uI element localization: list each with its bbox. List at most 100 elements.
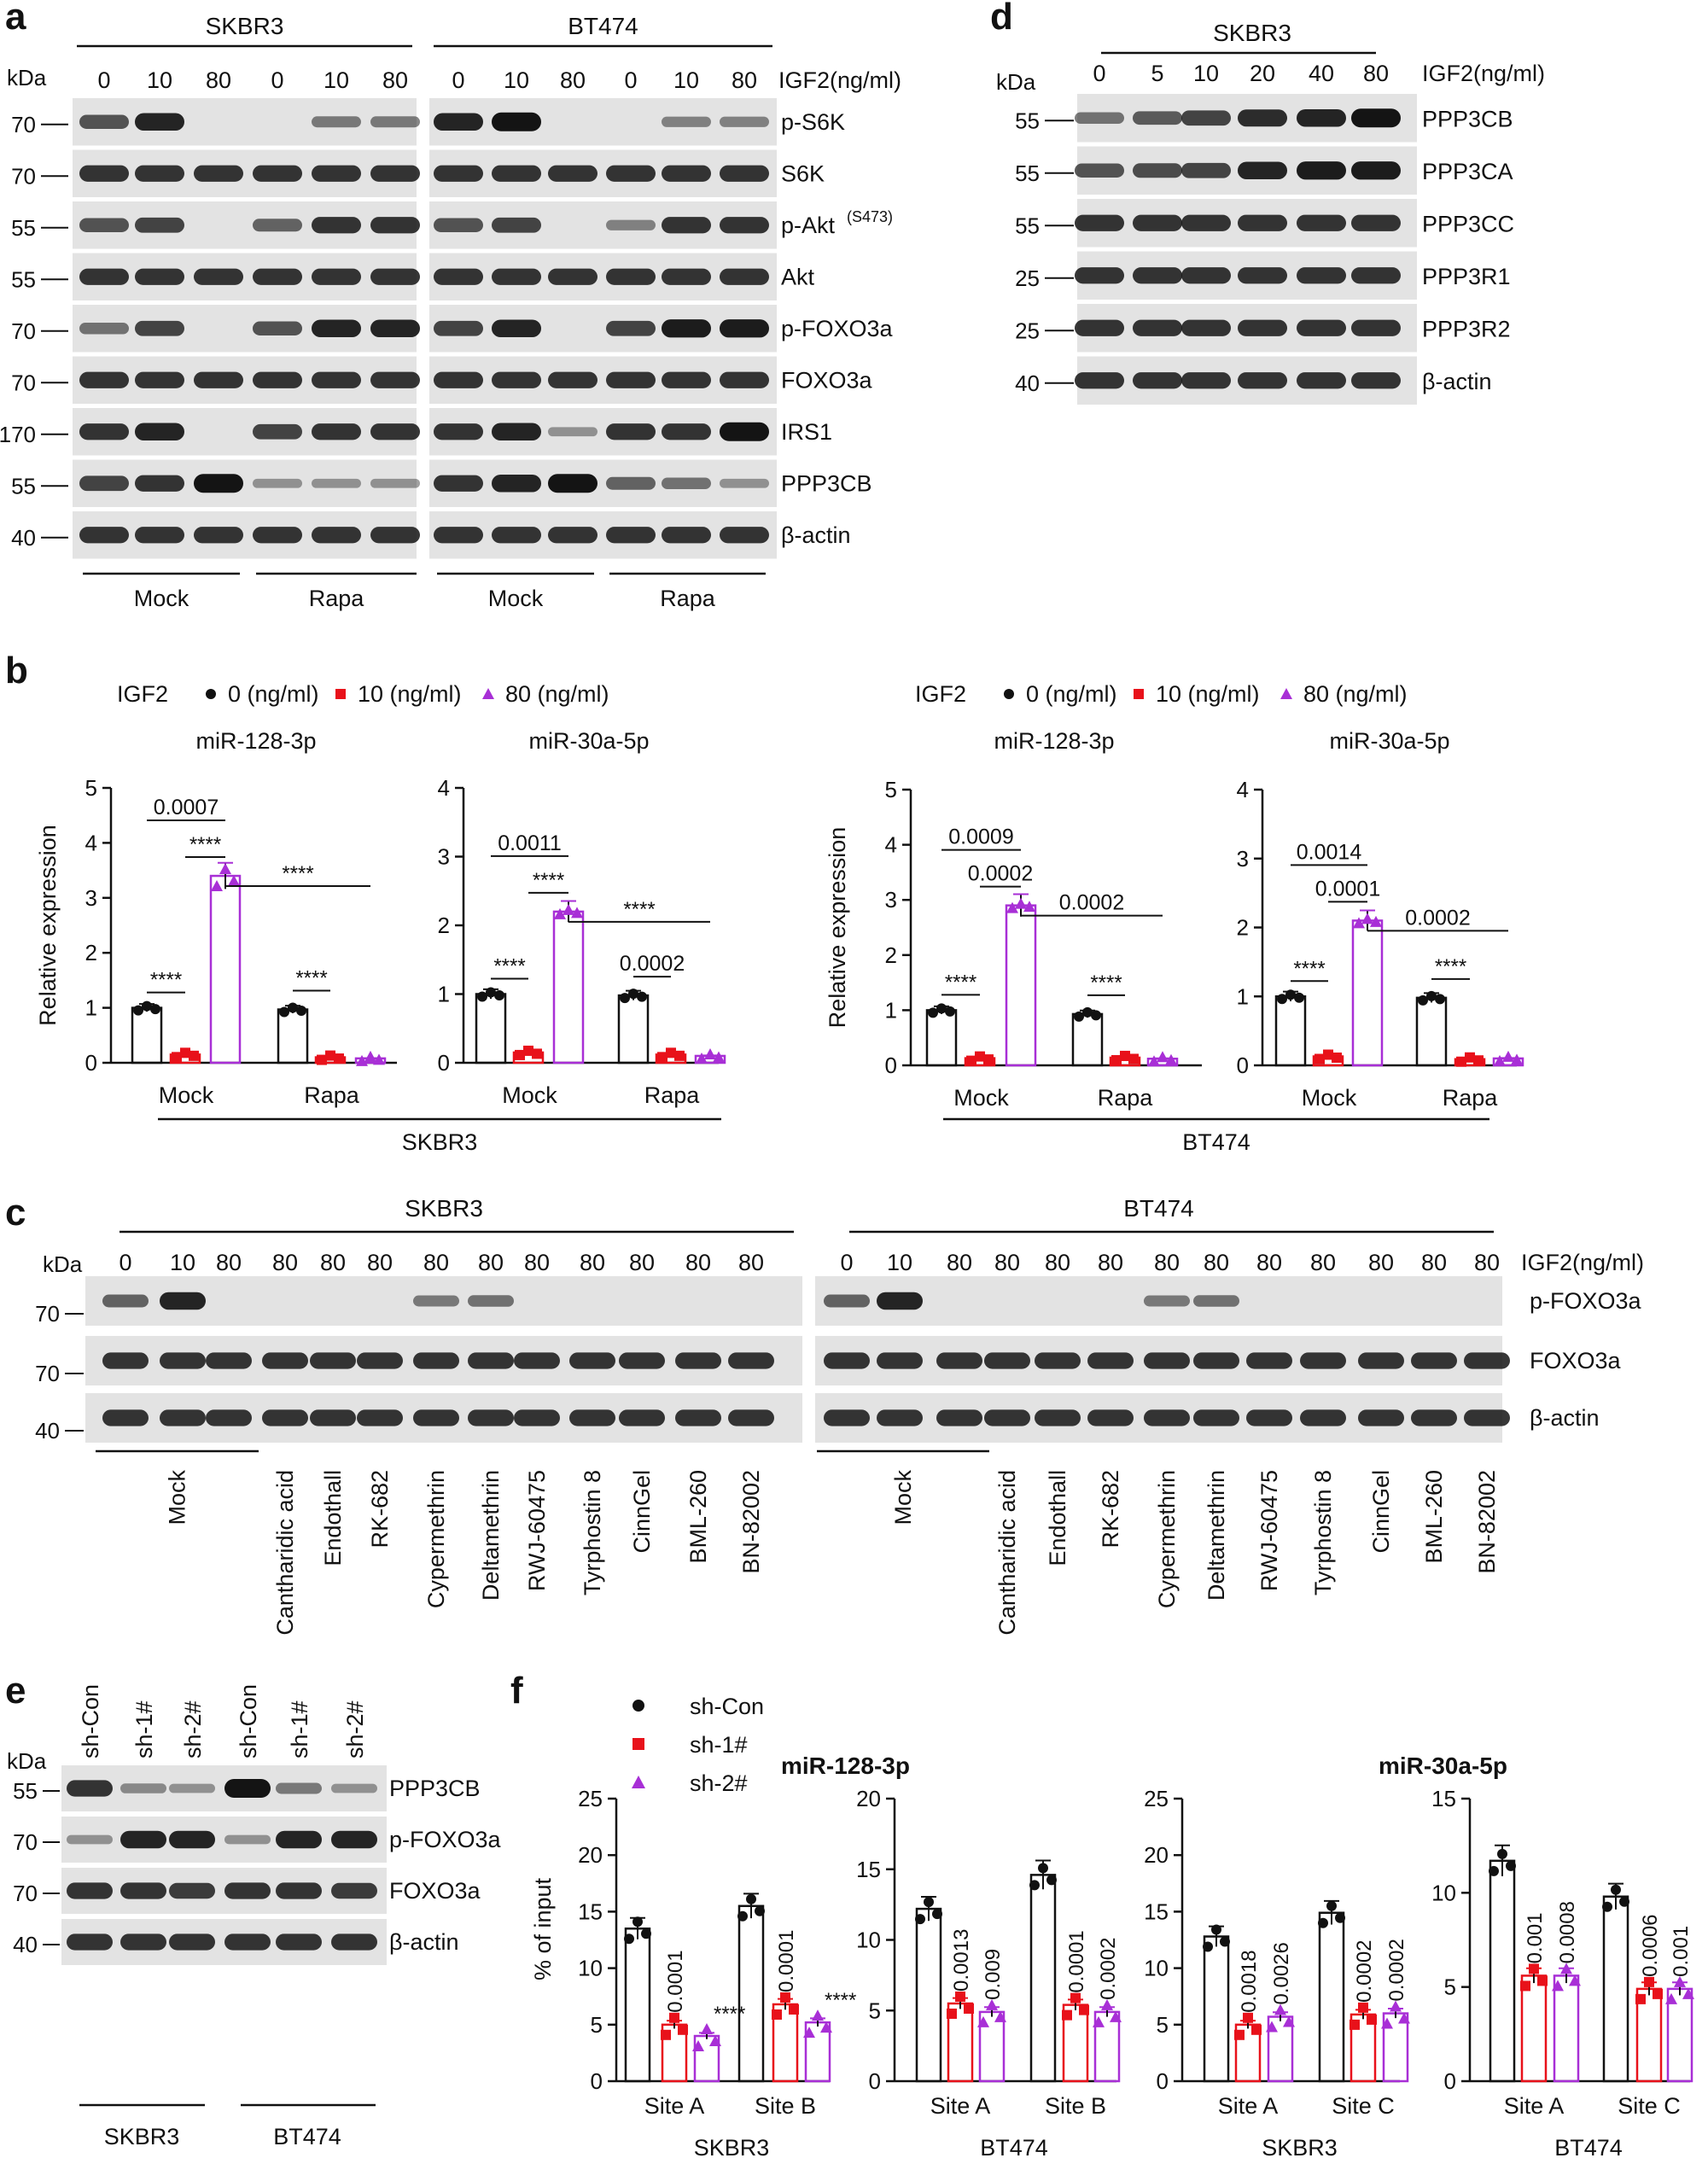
panel-b-chart-3-group-1: Rapa xyxy=(1443,1085,1499,1111)
panel-c-treatment-1-9: BML-260 xyxy=(1421,1470,1447,1564)
panel-d-row-label-4: PPP3R2 xyxy=(1422,316,1511,341)
panel-b-chart-2-sig-text-0: 0.0009 xyxy=(948,825,1013,849)
panel-b-chart-1-dot-5-0 xyxy=(696,1052,708,1064)
panel-b-chart-3-sig-text-3: **** xyxy=(1293,957,1325,980)
panel-e-lane-4: sh-1# xyxy=(287,1700,312,1758)
panel-b-chart-3-group-0: Mock xyxy=(1302,1085,1357,1111)
panel-f-chart-2-dot-2-0 xyxy=(1266,2021,1278,2033)
panel-b-chart-0-group-0: Mock xyxy=(159,1082,214,1108)
panel-a-band-4-1-4 xyxy=(662,319,711,338)
panel-d-band-4-2 xyxy=(1181,319,1231,336)
panel-d-lane-4: 40 xyxy=(1309,61,1334,86)
panel-a-row-label-5: FOXO3a xyxy=(781,367,873,393)
panel-a-band-4-0-5 xyxy=(370,319,420,338)
panel-a-gel-1-1 xyxy=(429,149,777,197)
panel-a-band-5-1-1 xyxy=(492,371,541,388)
panel-a-band-2-0-0 xyxy=(79,218,129,232)
panel-b-chart-1-ytick-label-3: 3 xyxy=(438,844,450,870)
panel-a-mw-0: 70 xyxy=(11,112,36,137)
panel-c-treatment-0-8: CinnGel xyxy=(629,1470,655,1554)
panel-d-band-1-0 xyxy=(1075,163,1124,178)
panel-a-band-6-0-3 xyxy=(253,423,302,440)
panel-f-chart-3-dot-5-1 xyxy=(1674,1975,1686,1987)
panel-b-chart-2-ytick-label-3: 3 xyxy=(885,887,897,913)
panel-a-band-6-0-5 xyxy=(370,423,420,440)
panel-a-lane-1-1: 10 xyxy=(504,67,529,93)
panel-e-row-label-2: FOXO3a xyxy=(389,1878,481,1904)
panel-a-band-5-0-3 xyxy=(253,371,302,388)
panel-d-band-4-0 xyxy=(1075,319,1124,336)
panel-b-chart-2-ytick-label-5: 5 xyxy=(885,777,897,802)
panel-d-band-2-3 xyxy=(1238,214,1287,231)
panel-b-chart-2-dot-0-2 xyxy=(945,1006,955,1017)
panel-a-band-4-1-0 xyxy=(434,320,483,336)
panel-f-chart-1-dot-2-0 xyxy=(977,2015,989,2027)
panel-e-band-2-2 xyxy=(169,1882,215,1899)
panel-c-band-0-0-6 xyxy=(413,1295,459,1307)
panel-c-lane-1-11: 80 xyxy=(1421,1250,1447,1275)
panel-b-chart-3-dot-3-2 xyxy=(1435,994,1445,1005)
panel-b-chart-3-dot-3-1 xyxy=(1426,990,1437,1001)
panel-f-chart-2-pval-3: 0.0002 xyxy=(1385,1939,1408,2001)
panel-c-lane-1-6: 80 xyxy=(1154,1250,1180,1275)
panel-c-lane-1-10: 80 xyxy=(1368,1250,1394,1275)
panel-e-cell-1: BT474 xyxy=(273,2124,341,2149)
panel-b-chart-2-dot-2-2 xyxy=(1023,901,1035,913)
panel-f-chart-3-dot-0-1 xyxy=(1497,1848,1507,1859)
panel-e-lane-5: sh-2# xyxy=(342,1700,368,1758)
panel-b-chart-3-ytick-label-4: 4 xyxy=(1237,777,1249,802)
panel-a-band-0-1-1 xyxy=(492,112,541,131)
panel-b-chart-2-dot-2-0 xyxy=(1006,901,1018,913)
panel-a-band-6-1-0 xyxy=(434,423,483,440)
panel-b-chart-3-dot-2-0 xyxy=(1353,917,1365,929)
panel-a-band-5-0-2 xyxy=(194,371,243,388)
panel-d-row-label-0: PPP3CB xyxy=(1422,106,1513,131)
panel-c-band-0-2-7 xyxy=(468,1409,514,1426)
panel-c-band-1-0-1 xyxy=(877,1292,923,1310)
panel-d-row-label-5: β-actin xyxy=(1422,369,1492,394)
panel-d-band-5-2 xyxy=(1181,372,1231,389)
panel-a-band-6-1-3 xyxy=(606,423,656,440)
panel-a-band-1-1-1 xyxy=(492,165,541,182)
panel-a-gel-8-1 xyxy=(429,511,777,559)
panel-e-band-3-1 xyxy=(120,1933,166,1951)
panel-d-band-1-1 xyxy=(1133,163,1182,178)
panel-d-cell: SKBR3 xyxy=(1213,20,1291,46)
panel-c-lane-1-9: 80 xyxy=(1310,1250,1336,1275)
panel-f-chart-0-ytick-label-0: 0 xyxy=(591,2068,603,2094)
panel-a-letter: a xyxy=(5,0,26,38)
panel-a-band-5-0-5 xyxy=(370,371,420,388)
panel-f-chart-0-dot-4-2 xyxy=(789,2003,799,2015)
panel-b-legend-item-0-2: 80 (ng/ml) xyxy=(505,681,609,707)
panel-f-chart-0-pval-2: 0.0001 xyxy=(775,1930,798,1992)
panel-c-band-0-2-5 xyxy=(357,1409,403,1426)
panel-b-chart-2-dot-5-2 xyxy=(1165,1053,1177,1065)
panel-c-band-0-2-12 xyxy=(728,1409,774,1426)
panel-a-band-7-1-0 xyxy=(434,475,483,492)
panel-c-treatment-0-1: Cantharidic acid xyxy=(272,1470,298,1636)
panel-b-chart-2-dot-2-1 xyxy=(1015,897,1027,909)
panel-b-chart-1-dot-3-1 xyxy=(628,989,638,1000)
panel-b-legend-marker-0-1 xyxy=(335,689,346,699)
panel-d-band-0-5 xyxy=(1351,108,1401,128)
panel-a-band-3-1-1 xyxy=(492,268,541,285)
panel-a-band-3-1-3 xyxy=(606,268,656,285)
panel-b-chart-3-dot-2-1 xyxy=(1361,913,1373,924)
panel-b-chart-3-dot-5-2 xyxy=(1511,1053,1523,1065)
panel-c-band-1-2-11 xyxy=(1411,1409,1457,1426)
panel-b-chart-2-dot-1-2 xyxy=(983,1054,994,1065)
panel-b-chart-1-dot-0-2 xyxy=(494,990,504,1000)
panel-c-mw-1: 70 xyxy=(35,1361,60,1386)
panel-a-gel-7-0 xyxy=(73,459,417,507)
panel-c-treatment-0-6: RWJ-60475 xyxy=(524,1470,550,1591)
panel-a-band-7-0-5 xyxy=(370,478,420,488)
panel-a-band-4-0-0 xyxy=(79,322,129,335)
panel-f-legend-marker-2 xyxy=(632,1776,645,1788)
panel-c-treatment-0-0: Mock xyxy=(165,1470,190,1525)
panel-b-chart-3-dot-5-1 xyxy=(1502,1050,1514,1062)
panel-b-chart-2-dot-4-2 xyxy=(1128,1053,1139,1064)
panel-f-chart-3-site-1: Site C xyxy=(1618,2093,1681,2119)
panel-b-chart-0-dot-1-1 xyxy=(180,1047,190,1059)
panel-a-mw-6: 170 xyxy=(0,422,36,447)
panel-c-band-1-2-3 xyxy=(984,1409,1030,1426)
